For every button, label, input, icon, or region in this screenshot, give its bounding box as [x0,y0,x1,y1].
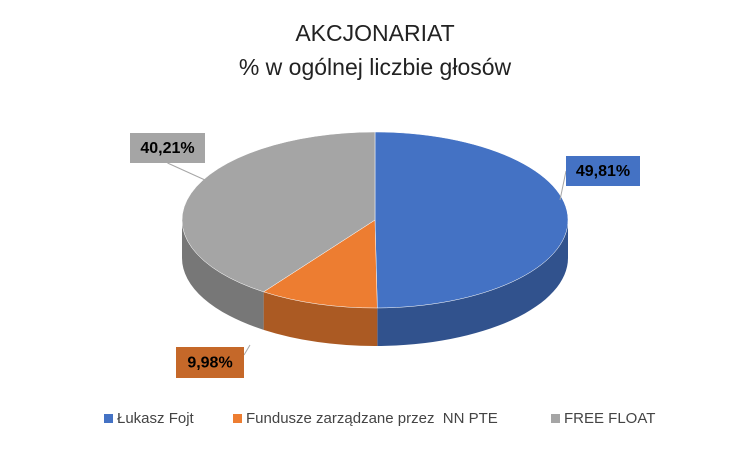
chart-subtitle: % w ogólnej liczbie głosów [239,54,512,80]
data-label-box [566,156,640,186]
pie-slice [263,219,378,309]
data-label-box [176,347,244,378]
leader-line [559,170,567,201]
pie-slice [181,131,376,293]
pie-side [182,220,264,330]
data-label-box [130,133,205,163]
legend-swatch [104,414,113,423]
data-label: 49,81% [576,163,630,180]
data-label: 40,21% [140,140,194,157]
legend-label: Fundusze zarządzane przez NN PTE [246,410,498,427]
legend-label: FREE FLOAT [564,410,655,427]
leader-line [167,162,206,181]
legend-swatch [551,414,560,423]
pie-slice [374,131,569,309]
data-label: 9,98% [187,355,232,372]
legend-label: Łukasz Fojt [117,410,195,427]
leader-line [243,344,251,356]
pie-side [263,291,378,347]
pie-side [377,220,568,346]
chart-title: AKCJONARIAT [295,20,454,46]
legend-swatch [233,414,242,423]
